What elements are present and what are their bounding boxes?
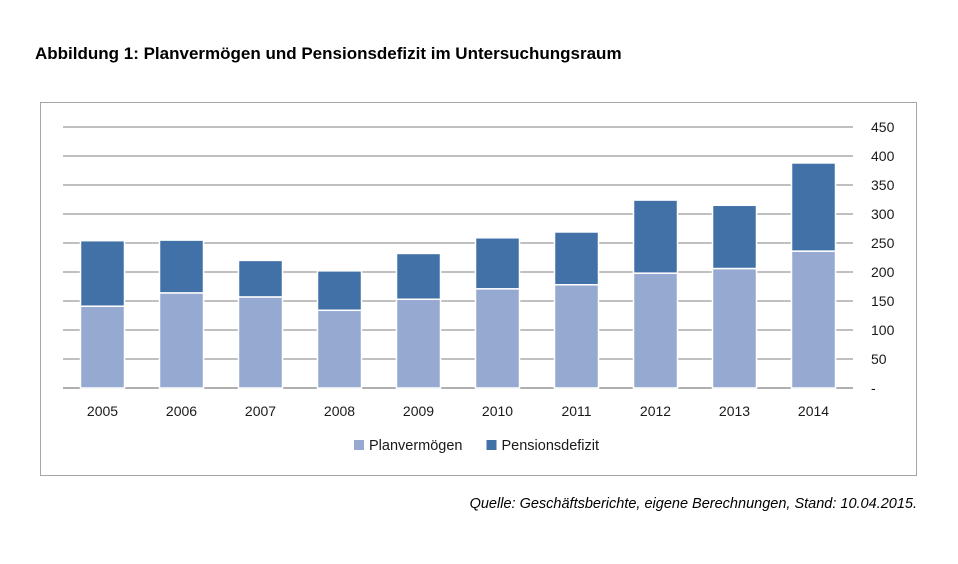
x-axis-ticks: 2005 2006 2007 2008 2009 2010 2011 2012 2013 2014 <box>87 403 829 419</box>
x-tick-label: 2009 <box>403 403 434 419</box>
bar-pensionsdefizit-2011 <box>553 231 600 286</box>
y-tick-label: 250 <box>871 235 895 251</box>
bar-planvermögen-2012 <box>632 272 679 389</box>
x-tick-label: 2014 <box>798 403 829 419</box>
source-note: Quelle: Geschäftsberichte, eigene Berech… <box>469 496 917 512</box>
legend: Planvermögen Pensionsdefizit <box>354 438 599 454</box>
bars <box>79 162 837 389</box>
x-tick-label: 2011 <box>561 403 591 419</box>
y-tick-label: 100 <box>871 322 895 338</box>
bar-planvermögen-2011 <box>553 284 600 389</box>
y-tick-label: 300 <box>871 206 895 222</box>
bar-planvermögen-2009 <box>395 298 442 389</box>
x-tick-label: 2010 <box>482 403 513 419</box>
legend-swatch <box>354 440 364 450</box>
bar-pensionsdefizit-2014 <box>790 162 837 252</box>
bar-pensionsdefizit-2013 <box>711 204 758 270</box>
y-tick-label: - <box>871 380 876 396</box>
legend-swatch <box>486 440 497 450</box>
bar-pensionsdefizit-2007 <box>237 259 284 298</box>
bar-planvermögen-2007 <box>237 296 284 389</box>
figure-heading: Abbildung 1: Planvermögen und Pensionsde… <box>35 44 622 63</box>
legend-label: Pensionsdefizit <box>502 438 600 454</box>
y-tick-label: 50 <box>871 351 887 367</box>
x-tick-label: 2012 <box>640 403 671 419</box>
x-tick-label: 2006 <box>166 403 197 419</box>
bar-planvermögen-2014 <box>790 250 837 389</box>
x-tick-label: 2013 <box>719 403 750 419</box>
chart-frame: - 50 100 150 200 250 300 350 400 450 2005 2006 2007… <box>40 102 917 476</box>
bar-planvermögen-2013 <box>711 267 758 389</box>
bar-pensionsdefizit-2005 <box>79 239 126 307</box>
y-axis-ticks: - 50 100 150 200 250 300 350 400 450 <box>871 119 895 396</box>
y-tick-label: 200 <box>871 264 895 280</box>
y-tick-label: 400 <box>871 148 895 164</box>
bar-planvermögen-2010 <box>474 288 521 389</box>
bar-pensionsdefizit-2009 <box>395 252 442 301</box>
x-tick-label: 2005 <box>87 403 118 419</box>
y-tick-label: 450 <box>871 119 895 135</box>
bar-planvermögen-2008 <box>316 309 363 389</box>
y-tick-label: 150 <box>871 293 895 309</box>
legend-label: Planvermögen <box>369 438 463 454</box>
bar-pensionsdefizit-2008 <box>316 270 363 312</box>
bar-pensionsdefizit-2010 <box>474 237 521 290</box>
x-tick-label: 2007 <box>245 403 276 419</box>
bar-pensionsdefizit-2006 <box>158 239 205 294</box>
bar-planvermögen-2005 <box>79 305 126 389</box>
bar-pensionsdefizit-2012 <box>632 199 679 274</box>
bar-planvermögen-2006 <box>158 292 205 389</box>
stacked-bar-chart: - 50 100 150 200 250 300 350 400 450 2005 2006 2007… <box>63 119 895 454</box>
x-tick-label: 2008 <box>324 403 355 419</box>
y-tick-label: 350 <box>871 177 895 193</box>
